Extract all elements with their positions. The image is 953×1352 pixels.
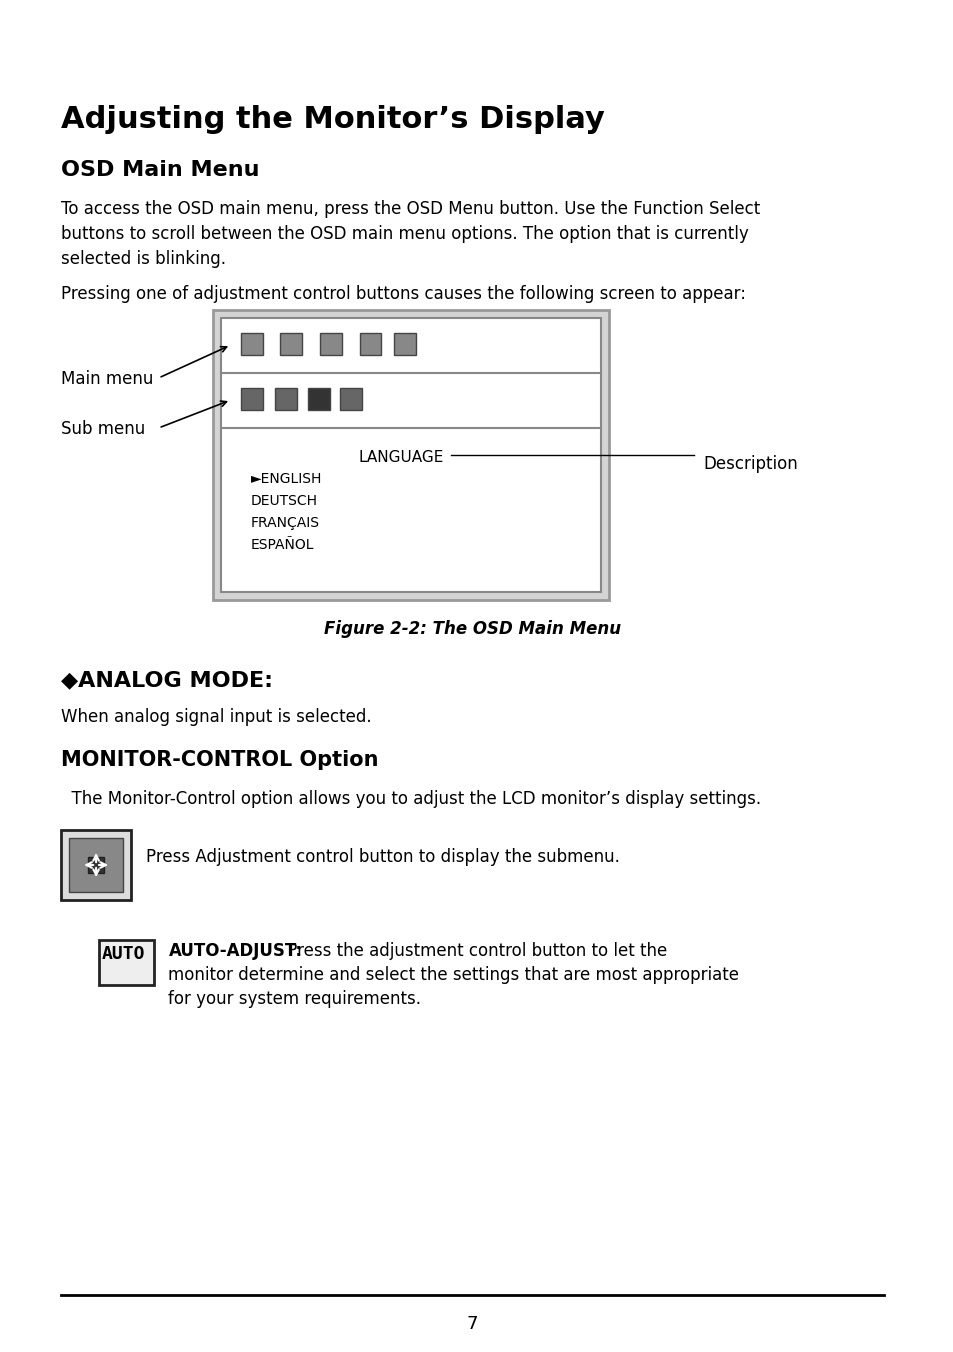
Text: Pressing one of adjustment control buttons causes the following screen to appear: Pressing one of adjustment control butto… [61,285,745,303]
Text: DEUTSCH: DEUTSCH [251,493,317,508]
Text: ◆ANALOG MODE:: ◆ANALOG MODE: [61,671,274,690]
FancyBboxPatch shape [99,940,153,986]
Text: for your system requirements.: for your system requirements. [169,990,421,1009]
FancyBboxPatch shape [213,310,609,600]
Text: When analog signal input is selected.: When analog signal input is selected. [61,708,372,726]
Text: AUTO: AUTO [102,945,146,963]
Text: Press Adjustment control button to display the submenu.: Press Adjustment control button to displ… [146,848,618,867]
Text: OSD Main Menu: OSD Main Menu [61,160,259,180]
FancyBboxPatch shape [221,318,600,592]
Text: ESPAÑOL: ESPAÑOL [251,538,314,552]
Text: Sub menu: Sub menu [61,420,146,438]
FancyBboxPatch shape [339,388,361,410]
Text: LANGUAGE: LANGUAGE [358,450,443,465]
FancyBboxPatch shape [275,388,297,410]
Text: The Monitor-Control option allows you to adjust the LCD monitor’s display settin: The Monitor-Control option allows you to… [61,790,760,808]
Text: ►ENGLISH: ►ENGLISH [251,472,322,485]
Text: monitor determine and select the settings that are most appropriate: monitor determine and select the setting… [169,965,739,984]
FancyBboxPatch shape [61,830,131,900]
FancyBboxPatch shape [359,333,381,356]
FancyBboxPatch shape [319,333,341,356]
FancyBboxPatch shape [280,333,302,356]
FancyBboxPatch shape [308,388,330,410]
Text: 7: 7 [466,1315,477,1333]
Text: FRANÇAIS: FRANÇAIS [251,516,319,530]
Text: AUTO-ADJUST:: AUTO-ADJUST: [169,942,302,960]
FancyBboxPatch shape [240,388,262,410]
FancyBboxPatch shape [88,857,104,873]
Text: Adjusting the Monitor’s Display: Adjusting the Monitor’s Display [61,105,604,134]
Text: Figure 2-2: The OSD Main Menu: Figure 2-2: The OSD Main Menu [324,621,620,638]
Text: Press the adjustment control button to let the: Press the adjustment control button to l… [282,942,667,960]
FancyBboxPatch shape [240,333,262,356]
FancyBboxPatch shape [70,838,123,892]
Text: Main menu: Main menu [61,370,153,388]
FancyBboxPatch shape [394,333,416,356]
Text: Description: Description [702,456,798,473]
Text: MONITOR-CONTROL Option: MONITOR-CONTROL Option [61,750,378,771]
Text: To access the OSD main menu, press the OSD Menu button. Use the Function Select
: To access the OSD main menu, press the O… [61,200,760,268]
